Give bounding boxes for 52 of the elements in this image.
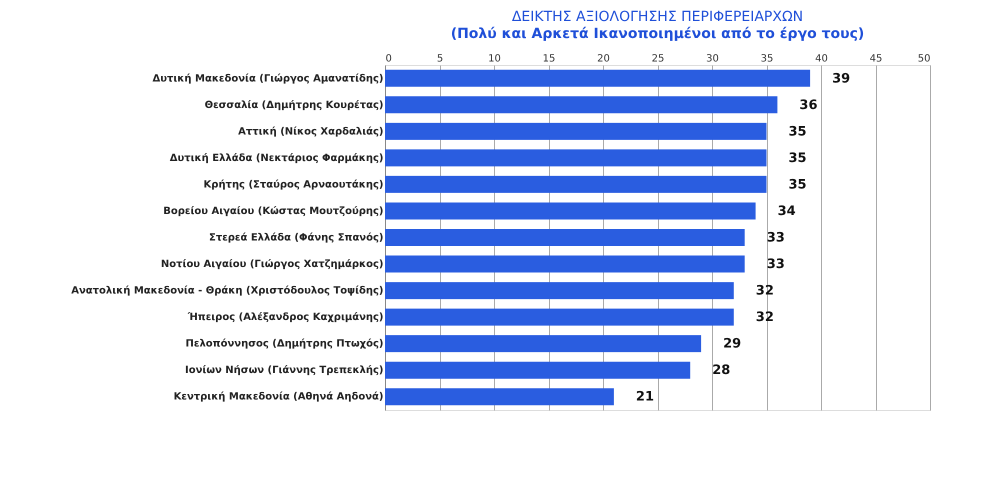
data-label: 21 <box>636 390 654 405</box>
bar <box>385 256 745 273</box>
y-tick-label: Δυτική Ελλάδα (Νεκτάριος Φαρμάκης) <box>170 152 384 164</box>
x-tick-label: 5 <box>436 54 444 64</box>
bar <box>385 149 766 166</box>
bar <box>385 229 745 246</box>
data-label: 33 <box>766 257 785 272</box>
y-tick-label: Ανατολική Μακεδονία - Θράκη (Χριστόδουλος Τοψίδης) <box>71 286 384 297</box>
x-tick-label: 25 <box>652 54 664 64</box>
y-tick-label: Αττική (Νίκος Χαρδαλιάς) <box>238 126 384 138</box>
data-label: 33 <box>766 230 785 246</box>
data-label: 36 <box>799 98 818 113</box>
data-label: 34 <box>778 204 796 219</box>
bar <box>385 388 614 406</box>
data-label: 28 <box>712 363 730 378</box>
bar <box>385 362 690 379</box>
data-label: 39 <box>832 71 850 86</box>
x-tick-label: 35 <box>760 54 774 64</box>
data-label: 29 <box>723 336 742 352</box>
x-tick-label: 40 <box>815 54 828 64</box>
bar <box>385 335 702 352</box>
chart-subtitle: (Πολύ και Αρκετά Ικανοποιημένοι από το έργο τους) <box>450 26 864 42</box>
y-tick-label: Κεντρική Μακεδονία (Αθηνά Αηδονά) <box>174 392 384 403</box>
x-tick-label: 30 <box>706 54 719 64</box>
bar <box>385 282 734 300</box>
data-label: 32 <box>756 284 774 299</box>
x-tick-label: 0 <box>386 54 392 64</box>
bar <box>385 176 766 193</box>
x-tick-label: 50 <box>918 54 930 64</box>
y-tick-label: Βορείου Αιγαίου (Κώστας Μουτζούρης) <box>163 206 384 217</box>
data-label: 32 <box>756 310 774 326</box>
data-label: 35 <box>788 177 807 192</box>
y-tick-label: Ήπειρος (Αλέξανδρος Καχριμάνης) <box>186 312 384 324</box>
bar <box>385 122 766 140</box>
data-label: 35 <box>788 124 807 140</box>
bar <box>385 96 778 114</box>
x-tick-label: 45 <box>870 54 882 64</box>
y-tick-label: Νοτίου Αιγαίου (Γιώργος Χατζημάρκος) <box>160 259 384 270</box>
bar <box>385 70 810 87</box>
bar <box>385 308 734 326</box>
bar <box>385 202 756 220</box>
y-tick-label: Ιονίων Νήσων (Γιάννης Τρεπεκλής) <box>185 365 384 376</box>
x-tick-label: 10 <box>488 54 501 64</box>
chart-title: ΔΕΙΚΤΗΣ ΑΞΙΟΛΟΓΗΣΗΣ ΠΕΡΙΦΕΡΕΙΑΡΧΩΝ <box>512 9 804 25</box>
y-tick-label: Κρήτης (Σταύρος Αρναουτάκης) <box>204 179 384 190</box>
data-label: 35 <box>788 150 807 166</box>
y-tick-label: Πελοπόννησος (Δημήτρης Πτωχός) <box>186 338 384 350</box>
x-tick-label: 20 <box>597 54 610 64</box>
y-tick-label: Στερεά Ελλάδα (Φάνης Σπανός) <box>208 232 384 244</box>
y-tick-label: Δυτική Μακεδονία (Γιώργος Αμανατίδης) <box>152 73 384 84</box>
y-tick-label: Θεσσαλία (Δημήτρης Κουρέτας) <box>204 100 384 111</box>
x-tick-label: 15 <box>542 54 556 64</box>
